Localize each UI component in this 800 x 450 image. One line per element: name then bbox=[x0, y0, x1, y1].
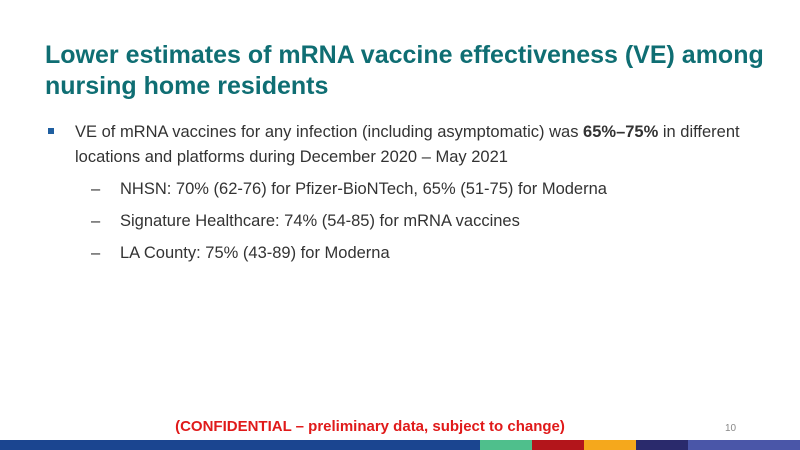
footer-bar-blue bbox=[0, 440, 480, 450]
sub-bullet-text: NHSN: 70% (62-76) for Pfizer-BioNTech, 6… bbox=[120, 180, 607, 198]
confidential-notice: (CONFIDENTIAL – preliminary data, subjec… bbox=[175, 418, 565, 435]
slide-title: Lower estimates of mRNA vaccine effectiv… bbox=[45, 41, 764, 100]
bullet-text: VE of mRNA vaccines for any infection (i… bbox=[75, 123, 584, 141]
footer-bar-periwinkle bbox=[688, 440, 800, 450]
dash-icon: – bbox=[91, 212, 101, 230]
sub-bullet-la-county: – LA County: 75% (43-89) for Moderna bbox=[48, 241, 768, 266]
bullet-list: VE of mRNA vaccines for any infection (i… bbox=[48, 120, 768, 266]
page-number: 10 bbox=[725, 423, 737, 434]
bullet-text-end: in different locations and platforms dur… bbox=[75, 123, 740, 166]
sub-bullet-signature: – Signature Healthcare: 74% (54-85) for m… bbox=[48, 209, 768, 234]
sub-bullet-text: LA County: 75% (43-89) for Moderna bbox=[120, 244, 390, 262]
square-bullet-icon bbox=[48, 128, 54, 134]
footer-bar-yellow bbox=[584, 440, 636, 450]
dash-icon: – bbox=[91, 244, 101, 262]
sub-bullet-nhsn: – NHSN: 70% (62-76) for Pfizer-BioNTech, … bbox=[48, 177, 768, 202]
sub-bullet-text: Signature Healthcare: 74% (54-85) for mR… bbox=[120, 212, 520, 230]
footer-bar-red bbox=[532, 440, 584, 450]
footer-bar-navy bbox=[636, 440, 688, 450]
footer-bar-green bbox=[480, 440, 532, 450]
dash-icon: – bbox=[91, 180, 101, 198]
bullet-bold-range: 65%–75% bbox=[583, 123, 659, 141]
bullet-main: VE of mRNA vaccines for any infection (i… bbox=[48, 120, 768, 170]
